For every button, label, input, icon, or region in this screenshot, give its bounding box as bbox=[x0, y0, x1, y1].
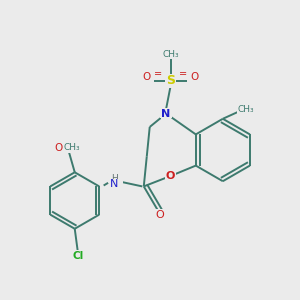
Text: CH₃: CH₃ bbox=[237, 105, 254, 114]
Text: =: = bbox=[179, 69, 187, 80]
Text: O: O bbox=[54, 143, 62, 153]
Text: N: N bbox=[161, 109, 171, 118]
FancyBboxPatch shape bbox=[142, 76, 154, 85]
FancyBboxPatch shape bbox=[154, 210, 166, 219]
FancyBboxPatch shape bbox=[160, 109, 172, 118]
Text: O: O bbox=[190, 72, 198, 82]
Text: CH₃: CH₃ bbox=[162, 50, 179, 58]
FancyBboxPatch shape bbox=[161, 50, 180, 58]
Text: O: O bbox=[166, 171, 175, 181]
FancyBboxPatch shape bbox=[105, 175, 123, 186]
FancyBboxPatch shape bbox=[58, 143, 79, 153]
Text: =: = bbox=[154, 69, 162, 80]
Text: N: N bbox=[110, 179, 118, 189]
FancyBboxPatch shape bbox=[187, 76, 199, 85]
FancyBboxPatch shape bbox=[165, 76, 176, 86]
Text: S: S bbox=[166, 74, 175, 87]
Text: O: O bbox=[142, 72, 151, 82]
Text: Cl: Cl bbox=[72, 250, 83, 260]
Text: CH₃: CH₃ bbox=[64, 143, 80, 152]
FancyBboxPatch shape bbox=[165, 172, 176, 181]
FancyBboxPatch shape bbox=[70, 251, 86, 260]
Text: O: O bbox=[156, 210, 164, 220]
Text: H: H bbox=[111, 175, 117, 184]
